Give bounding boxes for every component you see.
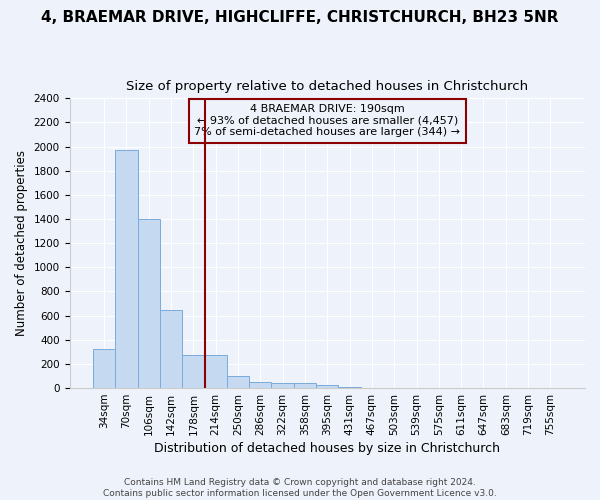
Bar [182, 355, 205, 388]
Text: 4, BRAEMAR DRIVE, HIGHCLIFFE, CHRISTCHURCH, BH23 5NR: 4, BRAEMAR DRIVE, HIGHCLIFFE, CHRISTCHUR… [41, 10, 559, 25]
Bar [294, 384, 316, 388]
Bar [137, 219, 160, 388]
Title: Size of property relative to detached houses in Christchurch: Size of property relative to detached ho… [126, 80, 529, 93]
Bar [115, 150, 137, 388]
Text: 4 BRAEMAR DRIVE: 190sqm
← 93% of detached houses are smaller (4,457)
7% of semi-: 4 BRAEMAR DRIVE: 190sqm ← 93% of detache… [194, 104, 460, 138]
Bar [93, 349, 115, 388]
Bar [249, 382, 271, 388]
Bar [205, 356, 227, 388]
Bar [271, 383, 294, 388]
X-axis label: Distribution of detached houses by size in Christchurch: Distribution of detached houses by size … [154, 442, 500, 455]
Bar [316, 385, 338, 388]
Bar [160, 310, 182, 388]
Text: Contains HM Land Registry data © Crown copyright and database right 2024.
Contai: Contains HM Land Registry data © Crown c… [103, 478, 497, 498]
Y-axis label: Number of detached properties: Number of detached properties [15, 150, 28, 336]
Bar [227, 376, 249, 388]
